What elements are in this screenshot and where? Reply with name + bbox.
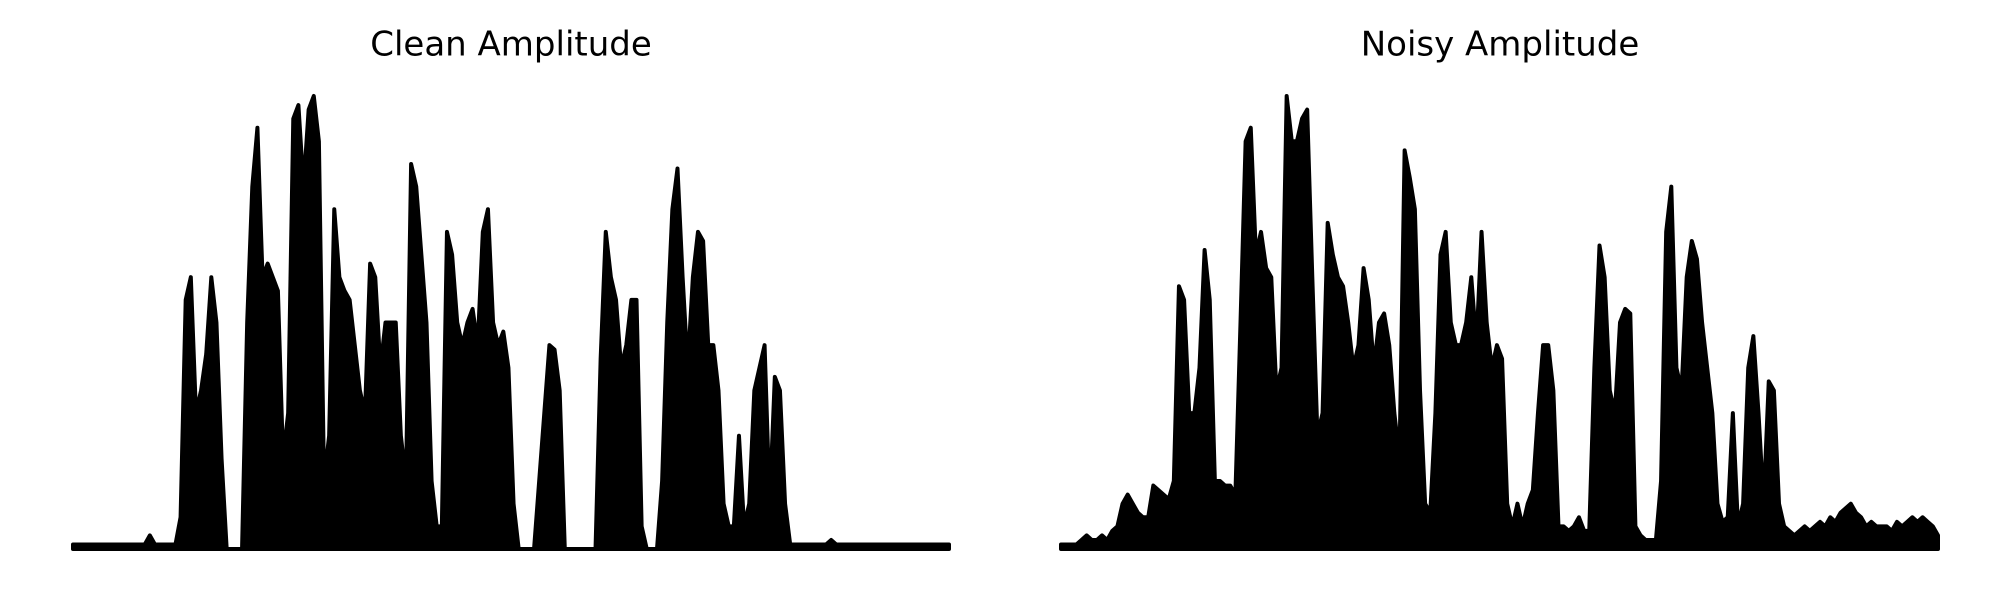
chart-title: Clean Amplitude — [370, 25, 652, 65]
amplitude-area — [71, 94, 951, 551]
chart-title: Noisy Amplitude — [1361, 25, 1640, 65]
amplitude-area — [1059, 94, 1940, 551]
